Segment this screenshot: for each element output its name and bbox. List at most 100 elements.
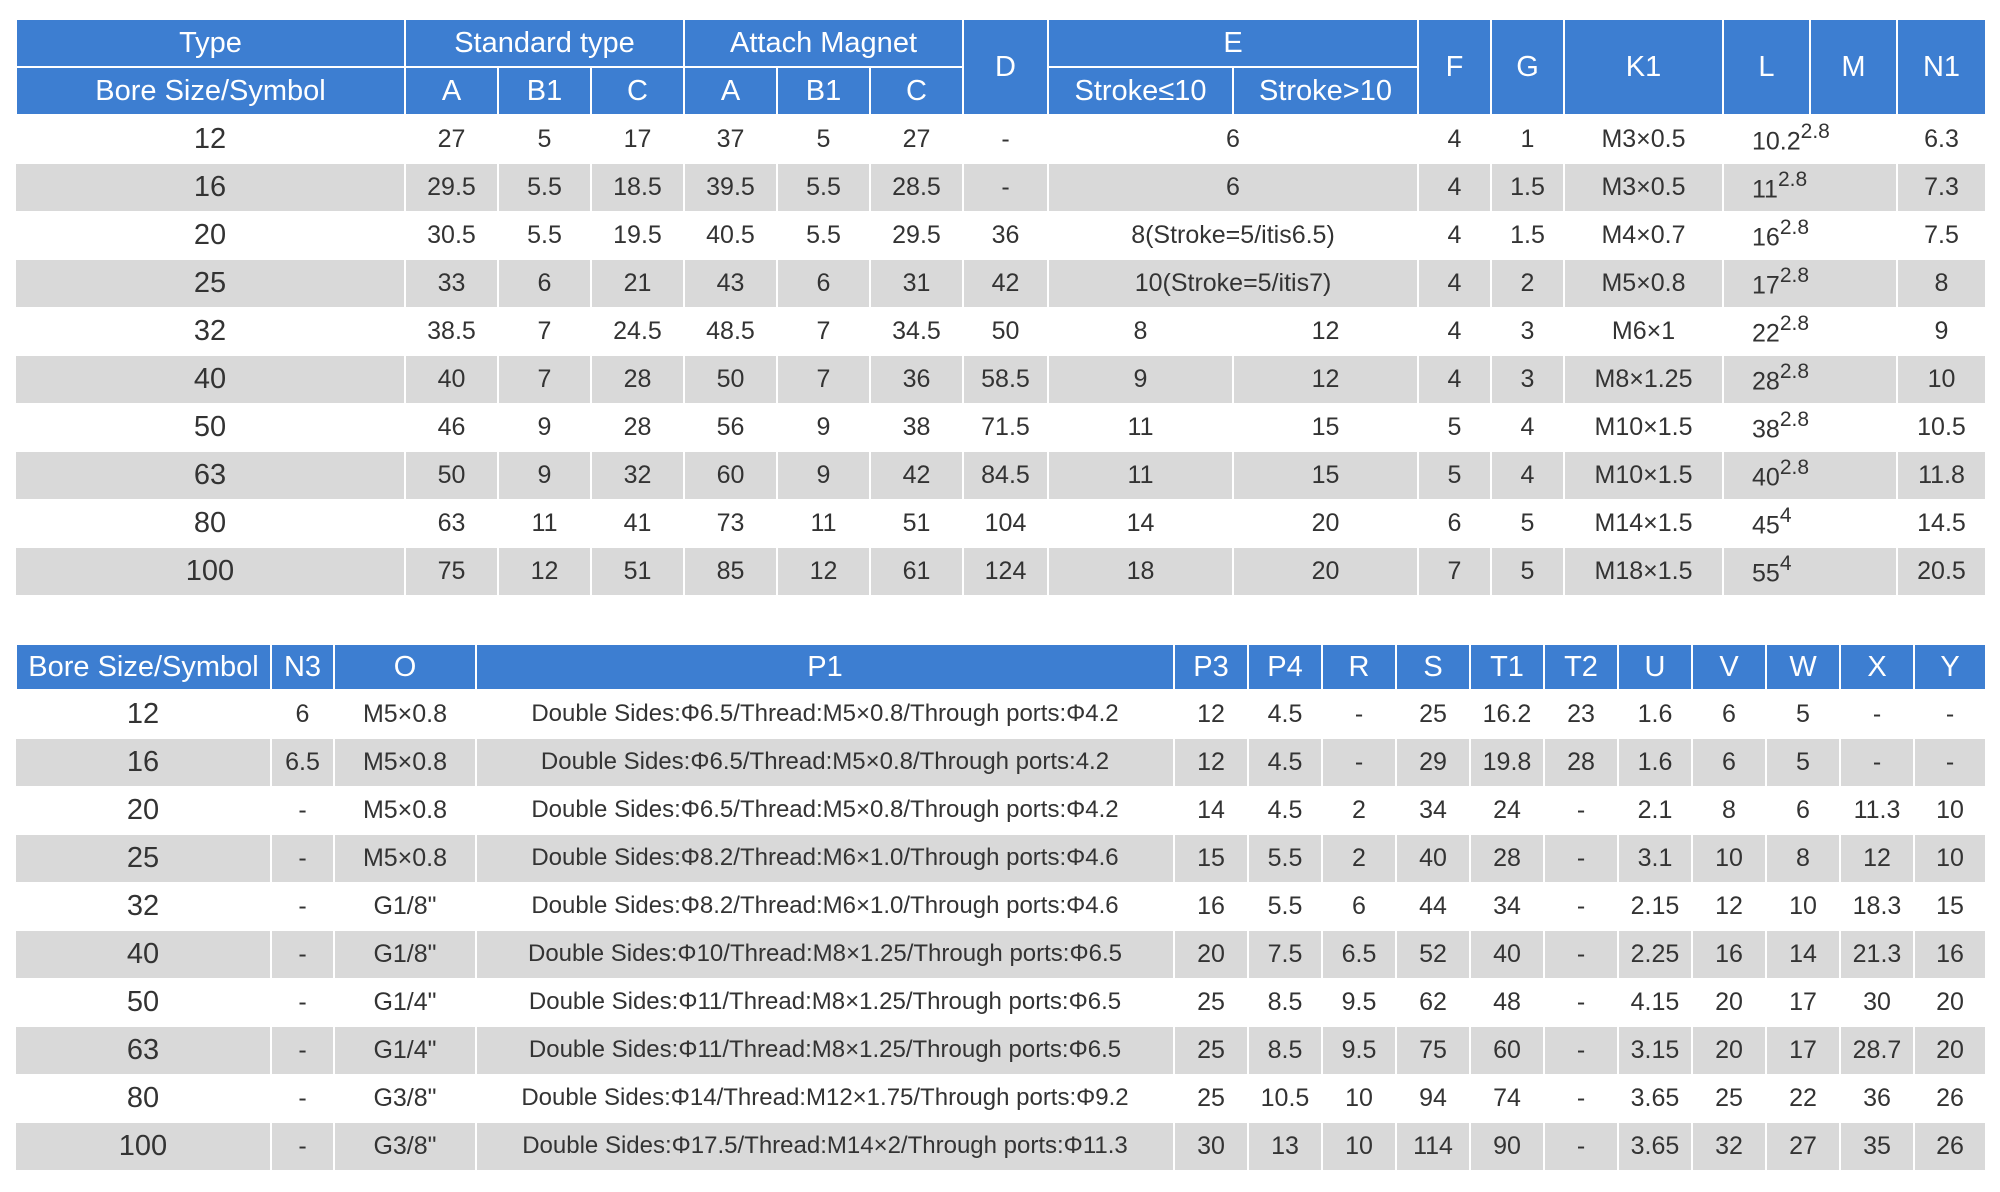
bore-size-cell: 25	[16, 259, 406, 308]
header-n3: N3	[270, 643, 335, 691]
e-stroke-le10-cell: 18	[1048, 547, 1234, 596]
m-value: 2.8	[1779, 407, 1810, 431]
o-cell: M5×0.8	[334, 738, 477, 787]
p3-cell: 16	[1174, 882, 1249, 931]
table-row: 100 75 12 51 85 12 61 124 18 20 7 5 M18×1.5 554 20.5	[16, 547, 1987, 596]
k1-cell: M10×1.5	[1564, 403, 1724, 452]
g-cell: 5	[1491, 499, 1565, 548]
y-cell: 26	[1914, 1122, 1987, 1171]
p4-cell: 4.5	[1248, 738, 1323, 787]
u-cell: 4.15	[1618, 978, 1693, 1027]
bore-cell: 16	[16, 738, 272, 787]
k1-cell: M8×1.25	[1564, 355, 1724, 404]
k1-cell: M14×1.5	[1564, 499, 1724, 548]
e-stroke-gt10-cell: 12	[1233, 355, 1419, 404]
t2-cell: 23	[1544, 690, 1619, 739]
e-cell: 6	[1048, 115, 1419, 164]
s-cell: 62	[1396, 978, 1471, 1027]
d-cell: 50	[963, 307, 1049, 356]
v-cell: 20	[1692, 978, 1767, 1027]
l-cell: 112.8	[1723, 163, 1898, 212]
table-row: 100- G3/8" Double Sides:Φ17.5/Thread:M14×2…	[16, 1122, 1987, 1171]
std-a-cell: 50	[405, 451, 499, 500]
s-cell: 114	[1396, 1122, 1471, 1171]
k1-cell: M4×0.7	[1564, 211, 1724, 260]
l-cell: 454	[1723, 499, 1898, 548]
s-cell: 40	[1396, 834, 1471, 883]
l-cell: 282.8	[1723, 355, 1898, 404]
e-stroke-le10-cell: 11	[1048, 451, 1234, 500]
header-bore-size-symbol: Bore Size/Symbol	[15, 643, 272, 691]
g-cell: 3	[1491, 355, 1565, 404]
header-type: Type	[15, 18, 406, 68]
mag-a-cell: 39.5	[684, 163, 778, 212]
p1-cell: Double Sides:Φ11/Thread:M8×1.25/Through …	[476, 978, 1175, 1027]
p4-cell: 8.5	[1248, 978, 1323, 1027]
w-cell: 27	[1766, 1122, 1841, 1171]
g-cell: 4	[1491, 403, 1565, 452]
v-cell: 12	[1692, 882, 1767, 931]
t2-cell: -	[1544, 834, 1619, 883]
o-cell: G1/8"	[334, 930, 477, 979]
table-row: 32- G1/8" Double Sides:Φ8.2/Thread:M6×1.0/…	[16, 882, 1987, 931]
f-cell: 5	[1418, 451, 1492, 500]
t2-cell: -	[1544, 1122, 1619, 1171]
bore-size-cell: 50	[16, 403, 406, 452]
p3-cell: 14	[1174, 786, 1249, 835]
p3-cell: 15	[1174, 834, 1249, 883]
l-value: 17	[1752, 271, 1780, 300]
std-b1-cell: 7	[498, 355, 592, 404]
t2-cell: -	[1544, 786, 1619, 835]
m-value: 2.8	[1777, 167, 1808, 191]
o-cell: M5×0.8	[334, 834, 477, 883]
w-cell: 10	[1766, 882, 1841, 931]
x-cell: 12	[1840, 834, 1915, 883]
mag-a-cell: 48.5	[684, 307, 778, 356]
d-cell: 36	[963, 211, 1049, 260]
t1-cell: 60	[1470, 1026, 1545, 1075]
std-a-cell: 40	[405, 355, 499, 404]
l-value: 45	[1752, 511, 1780, 540]
s-cell: 29	[1396, 738, 1471, 787]
mag-c-cell: 27	[870, 115, 964, 164]
f-cell: 4	[1418, 163, 1492, 212]
table-row: 80- G3/8" Double Sides:Φ14/Thread:M12×1.75…	[16, 1074, 1987, 1123]
p4-cell: 8.5	[1248, 1026, 1323, 1075]
mag-b1-cell: 5.5	[777, 163, 871, 212]
p3-cell: 25	[1174, 1074, 1249, 1123]
d-cell: -	[963, 115, 1049, 164]
o-cell: G1/4"	[334, 978, 477, 1027]
g-cell: 1.5	[1491, 211, 1565, 260]
e-stroke-gt10-cell: 20	[1233, 547, 1419, 596]
r-cell: 10	[1322, 1074, 1397, 1123]
s-cell: 94	[1396, 1074, 1471, 1123]
d-cell: 42	[963, 259, 1049, 308]
n1-cell: 10.5	[1897, 403, 1987, 452]
header-mag-a: A	[683, 66, 778, 116]
header-e: E	[1047, 18, 1419, 68]
header-std-c: C	[590, 66, 685, 116]
table-row: 50 46 9 28 56 9 38 71.5 11 15 5 4 M10×1.5 382.8 10.5	[16, 403, 1987, 452]
m-value: 4	[1779, 551, 1792, 575]
e-cell: 8(Stroke=5/itis6.5)	[1048, 211, 1419, 260]
n1-cell: 11.8	[1897, 451, 1987, 500]
y-cell: 20	[1914, 1026, 1987, 1075]
header-e-stroke-le10: Stroke≤10	[1047, 66, 1234, 116]
o-cell: G1/8"	[334, 882, 477, 931]
header-m: M	[1809, 18, 1898, 116]
f-cell: 4	[1418, 355, 1492, 404]
dimension-table-1: Type Standard type Attach Magnet D E F G…	[15, 18, 1987, 596]
bore-cell: 50	[16, 978, 272, 1027]
std-a-cell: 75	[405, 547, 499, 596]
std-c-cell: 24.5	[591, 307, 685, 356]
l-cell: 554	[1723, 547, 1898, 596]
mag-c-cell: 31	[870, 259, 964, 308]
p1-cell: Double Sides:Φ8.2/Thread:M6×1.0/Through …	[476, 834, 1175, 883]
p3-cell: 20	[1174, 930, 1249, 979]
g-cell: 2	[1491, 259, 1565, 308]
std-b1-cell: 5.5	[498, 211, 592, 260]
table-row: 63- G1/4" Double Sides:Φ11/Thread:M8×1.25/…	[16, 1026, 1987, 1075]
bore-cell: 40	[16, 930, 272, 979]
p1-cell: Double Sides:Φ10/Thread:M8×1.25/Through …	[476, 930, 1175, 979]
p4-cell: 5.5	[1248, 834, 1323, 883]
